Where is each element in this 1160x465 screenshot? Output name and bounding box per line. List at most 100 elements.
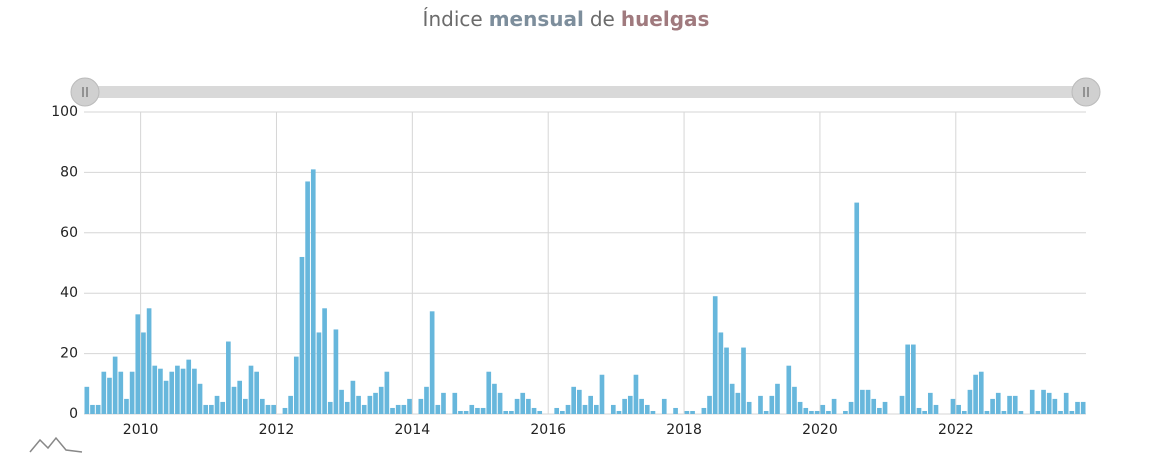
bar — [1041, 389, 1046, 414]
y-tick-label: 80 — [60, 164, 78, 180]
bar — [622, 398, 627, 414]
bar — [978, 371, 984, 414]
bar — [735, 392, 741, 414]
bar — [1069, 410, 1075, 414]
bar — [169, 371, 175, 414]
bar — [384, 371, 390, 414]
bar — [310, 169, 316, 414]
bar — [514, 398, 520, 414]
slider-track — [84, 86, 1086, 98]
y-tick-label: 60 — [60, 225, 78, 241]
bar — [373, 392, 378, 414]
bar — [871, 398, 877, 414]
bar — [803, 407, 809, 414]
logo[interactable] — [29, 436, 83, 453]
bar — [1029, 389, 1035, 414]
bar — [1058, 410, 1063, 414]
bar — [180, 368, 186, 414]
bar — [537, 410, 543, 414]
bar — [865, 389, 871, 414]
x-tick-label: 2012 — [259, 422, 295, 438]
bar — [690, 410, 695, 414]
bar — [661, 398, 667, 414]
bar — [593, 404, 599, 414]
bar — [854, 202, 860, 414]
logo-mark — [29, 436, 83, 453]
bar — [492, 383, 497, 414]
bar — [797, 401, 803, 414]
bar — [486, 371, 492, 414]
bar — [967, 389, 973, 414]
bar — [316, 332, 322, 414]
bar — [146, 308, 152, 414]
y-tick-label: 20 — [60, 346, 78, 362]
bar — [226, 341, 231, 414]
bar — [254, 371, 259, 414]
bar — [1001, 410, 1007, 414]
bar — [877, 407, 882, 414]
bar — [610, 404, 616, 414]
bar — [633, 374, 639, 414]
bar — [639, 398, 644, 414]
bar — [124, 398, 129, 414]
bar — [497, 392, 503, 414]
bar — [435, 404, 441, 414]
slider-handle-left[interactable] — [70, 77, 100, 107]
bar — [288, 395, 293, 414]
bar — [237, 380, 243, 414]
bar — [197, 383, 203, 414]
bar — [1063, 392, 1069, 414]
bar — [588, 395, 593, 414]
bar — [214, 395, 220, 414]
y-tick-label: 0 — [69, 406, 78, 422]
slider-handle-right[interactable] — [1071, 77, 1101, 107]
bar — [395, 404, 401, 414]
bar — [458, 410, 463, 414]
bar — [475, 407, 480, 414]
bar — [826, 410, 831, 414]
bar — [724, 347, 729, 414]
bar — [956, 404, 961, 414]
bar — [339, 389, 344, 414]
bar — [809, 410, 814, 414]
bar — [758, 395, 763, 414]
bar — [775, 383, 780, 414]
bar — [1075, 401, 1080, 414]
bar — [995, 392, 1001, 414]
bar — [1052, 398, 1058, 414]
bar — [882, 401, 888, 414]
bar — [916, 407, 922, 414]
bar — [831, 398, 837, 414]
bar — [129, 371, 135, 414]
range-slider[interactable] — [70, 77, 1101, 107]
bar — [961, 410, 967, 414]
title-part: mensual — [489, 7, 584, 31]
bar — [899, 395, 905, 414]
bar — [175, 365, 180, 414]
bar — [135, 314, 141, 414]
bar — [577, 389, 582, 414]
bar — [107, 377, 112, 414]
bar — [356, 395, 361, 414]
bar — [90, 404, 95, 414]
bar — [101, 371, 107, 414]
bar — [231, 386, 237, 414]
bar — [1018, 410, 1024, 414]
x-tick-label: 2018 — [666, 422, 702, 438]
bar — [203, 404, 209, 414]
bar — [305, 181, 310, 414]
bar — [741, 347, 746, 414]
bar — [860, 389, 865, 414]
bar — [271, 404, 276, 414]
bar — [424, 386, 429, 414]
bar — [973, 374, 978, 414]
bar — [441, 392, 446, 414]
bar — [141, 332, 146, 414]
bar — [786, 365, 792, 414]
bar — [644, 404, 650, 414]
bar — [843, 410, 848, 414]
bar — [746, 401, 752, 414]
bar — [469, 404, 475, 414]
bar — [158, 368, 163, 414]
bar — [333, 329, 339, 414]
